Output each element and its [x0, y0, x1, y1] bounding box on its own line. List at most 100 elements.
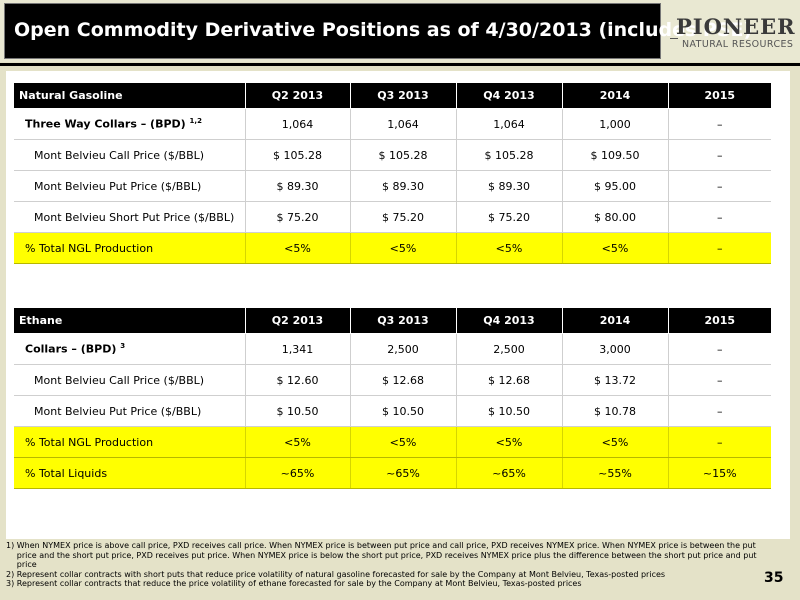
- footnote-text: When NYMEX price is above call price, PX…: [16, 541, 757, 569]
- table-cell: 1,064: [349, 108, 456, 140]
- table-cell: $ 13.72: [561, 364, 668, 396]
- footnote: 3) Represent collar contracts that reduc…: [6, 579, 776, 589]
- table-cell: 1,064: [244, 108, 350, 140]
- footnote-text: Represent collar contracts with short pu…: [16, 569, 666, 579]
- column-header: Q4 2013: [455, 83, 562, 109]
- table-cell: $ 10.50: [244, 395, 350, 427]
- table-cell: <5%: [455, 426, 562, 458]
- table-row: Three Way Collars – (BPD) 1,2 1,064 1,06…: [14, 108, 771, 140]
- row-label-text: Collars – (BPD): [25, 342, 117, 356]
- table-cell: –: [667, 395, 771, 427]
- row-label: Mont Belvieu Put Price ($/BBL): [14, 395, 245, 427]
- table-cell: <5%: [349, 426, 456, 458]
- table-cell: 2,500: [455, 333, 562, 365]
- logo-rule: [670, 38, 678, 39]
- row-label: Mont Belvieu Call Price ($/BBL): [14, 139, 245, 171]
- column-header: Q4 2013: [455, 308, 562, 334]
- highlight-row: % Total NGL Production <5% <5% <5% <5% –: [14, 426, 771, 458]
- footnote: 2) Represent collar contracts with short…: [6, 570, 776, 580]
- table-cell: –: [667, 108, 771, 140]
- table-cell: $ 10.50: [455, 395, 562, 427]
- footnote-number: 3): [6, 579, 15, 588]
- table-cell: ~15%: [667, 457, 771, 489]
- table-cell: $ 75.20: [455, 201, 562, 233]
- slide-title: Open Commodity Derivative Positions as o…: [14, 19, 753, 41]
- table-header-label: Natural Gasoline: [14, 83, 245, 109]
- table-row: Mont Belvieu Call Price ($/BBL) $ 105.28…: [14, 139, 771, 171]
- column-header: 2014: [561, 83, 668, 109]
- row-label: Three Way Collars – (BPD) 1,2: [14, 108, 245, 140]
- table-cell: <5%: [455, 232, 562, 264]
- column-header: Q2 2013: [244, 308, 350, 334]
- table-cell: $ 109.50: [561, 139, 668, 171]
- table-cell: –: [667, 201, 771, 233]
- logo-wordmark: PIONEER: [676, 14, 796, 39]
- table-cell: $ 10.50: [349, 395, 456, 427]
- ethane-table: Ethane Q2 2013 Q3 2013 Q4 2013 2014 2015…: [14, 308, 771, 489]
- table-cell: ~65%: [349, 457, 456, 489]
- row-label: % Total NGL Production: [14, 426, 245, 458]
- row-label: % Total Liquids: [14, 457, 245, 489]
- footnote-number: 1): [6, 541, 15, 550]
- table-row: Mont Belvieu Put Price ($/BBL) $ 89.30 $…: [14, 170, 771, 202]
- footnotes: 1) When NYMEX price is above call price,…: [6, 541, 776, 589]
- natural-gasoline-table: Natural Gasoline Q2 2013 Q3 2013 Q4 2013…: [14, 83, 771, 264]
- table-cell: <5%: [349, 232, 456, 264]
- row-label-text: Three Way Collars – (BPD): [25, 117, 186, 131]
- footnote-text: Represent collar contracts that reduce t…: [16, 579, 582, 588]
- column-header: Q3 2013: [349, 308, 456, 334]
- table-cell: $ 75.20: [349, 201, 456, 233]
- header-divider: [0, 63, 800, 66]
- column-header: 2015: [667, 308, 771, 334]
- table-cell: <5%: [561, 426, 668, 458]
- table-row: Collars – (BPD) 3 1,341 2,500 2,500 3,00…: [14, 333, 771, 365]
- highlight-row: % Total Liquids ~65% ~65% ~65% ~55% ~15%: [14, 457, 771, 489]
- row-label: Mont Belvieu Short Put Price ($/BBL): [14, 201, 245, 233]
- table-row: Mont Belvieu Put Price ($/BBL) $ 10.50 $…: [14, 395, 771, 427]
- table-cell: 1,341: [244, 333, 350, 365]
- row-label: Mont Belvieu Put Price ($/BBL): [14, 170, 245, 202]
- slide-header: Open Commodity Derivative Positions as o…: [0, 0, 800, 62]
- footnote-ref: 3: [120, 342, 126, 351]
- pioneer-logo: PIONEER NATURAL RESOURCES: [668, 8, 796, 56]
- table-cell: $ 105.28: [455, 139, 562, 171]
- table-cell: –: [667, 170, 771, 202]
- table-cell: $ 89.30: [244, 170, 350, 202]
- table-cell: $ 89.30: [455, 170, 562, 202]
- table-row: Mont Belvieu Short Put Price ($/BBL) $ 7…: [14, 201, 771, 233]
- table-cell: $ 10.78: [561, 395, 668, 427]
- table-header-label: Ethane: [14, 308, 245, 334]
- table-cell: $ 75.20: [244, 201, 350, 233]
- table-cell: ~55%: [561, 457, 668, 489]
- row-label: Collars – (BPD) 3: [14, 333, 245, 365]
- table-cell: –: [667, 333, 771, 365]
- table-cell: $ 105.28: [244, 139, 350, 171]
- table-cell: $ 89.30: [349, 170, 456, 202]
- table-header-row: Natural Gasoline Q2 2013 Q3 2013 Q4 2013…: [14, 83, 771, 109]
- table-cell: $ 105.28: [349, 139, 456, 171]
- table-cell: <5%: [244, 426, 350, 458]
- table-cell: $ 95.00: [561, 170, 668, 202]
- table-cell: –: [667, 139, 771, 171]
- table-cell: $ 12.68: [349, 364, 456, 396]
- table-cell: <5%: [561, 232, 668, 264]
- table-cell: 1,000: [561, 108, 668, 140]
- table-cell: ~65%: [244, 457, 350, 489]
- table-cell: 2,500: [349, 333, 456, 365]
- logo-subtitle: NATURAL RESOURCES: [682, 39, 794, 50]
- table-header-row: Ethane Q2 2013 Q3 2013 Q4 2013 2014 2015: [14, 308, 771, 334]
- title-bar: Open Commodity Derivative Positions as o…: [4, 3, 752, 59]
- row-label: Mont Belvieu Call Price ($/BBL): [14, 364, 245, 396]
- table-cell: $ 12.68: [455, 364, 562, 396]
- footnote-ref: 1,2: [189, 117, 202, 126]
- table-cell: ~65%: [455, 457, 562, 489]
- table-cell: –: [667, 426, 771, 458]
- column-header: Q3 2013: [349, 83, 456, 109]
- column-header: Q2 2013: [244, 83, 350, 109]
- table-cell: –: [667, 232, 771, 264]
- table-cell: 3,000: [561, 333, 668, 365]
- footnote: 1) When NYMEX price is above call price,…: [6, 541, 776, 570]
- page-number: 35: [764, 570, 784, 586]
- row-label: % Total NGL Production: [14, 232, 245, 264]
- table-cell: $ 12.60: [244, 364, 350, 396]
